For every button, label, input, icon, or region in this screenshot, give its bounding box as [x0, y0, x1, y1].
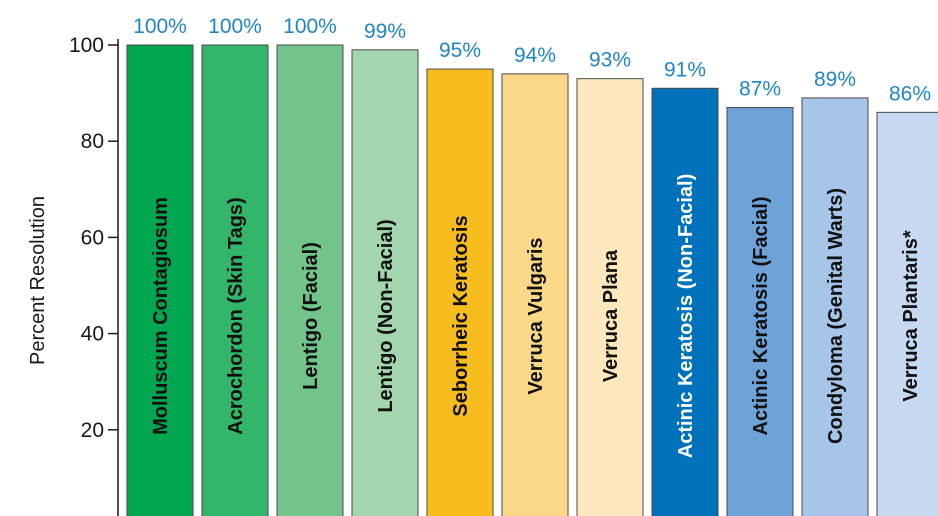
bar-value-label: 86%	[889, 82, 931, 105]
bar-category-label: Lentigo (Non-Facial)	[375, 219, 397, 412]
bar-category-label: Verruca Plana	[600, 249, 622, 382]
bar-value-label: 95%	[439, 39, 481, 62]
y-tick-label: 100	[69, 34, 104, 57]
bar-category-label: Verruca Vulgaris	[525, 237, 547, 394]
bar-value-label: 99%	[364, 20, 406, 43]
bar-value-label: 100%	[133, 15, 187, 38]
bar-category-label: Seborrheic Keratosis	[450, 215, 472, 416]
bar-value-label: 100%	[208, 15, 262, 38]
y-axis-label: Percent Resolution	[27, 196, 49, 365]
bar	[576, 78, 644, 516]
y-axis: 020406080100Percent Resolution	[27, 34, 119, 516]
bar	[276, 44, 344, 516]
bar	[351, 49, 419, 516]
bar-value-label: 94%	[514, 44, 556, 67]
value-labels: 100% 100% 100% 99% 95% 94% 93% 91% 87% 89% 86%	[133, 15, 931, 105]
bar	[201, 44, 269, 516]
bar-category-label: Condyloma (Genital Warts)	[825, 188, 847, 444]
bar	[876, 111, 938, 516]
y-tick-label: 40	[81, 323, 104, 346]
bar	[501, 73, 569, 516]
y-tick-label: 80	[81, 130, 104, 153]
bar	[126, 44, 194, 516]
bars: Molluscum Contagiosum Acrochordon (Skin T…	[126, 44, 938, 516]
bar-category-label: Molluscum Contagiosum	[150, 197, 172, 435]
y-tick-label: 20	[81, 419, 104, 442]
bar-category-label: Lentigo (Facial)	[300, 242, 322, 390]
y-tick-label: 60	[81, 226, 104, 249]
bar	[426, 68, 494, 516]
bar-category-label: Acrochordon (Skin Tags)	[225, 197, 247, 434]
bar-category-label: Actinic Keratosis (Non-Facial)	[675, 174, 697, 459]
bar	[726, 107, 794, 516]
bar-category-label: Actinic Keratosis (Facial)	[750, 197, 772, 436]
bar-value-label: 87%	[739, 78, 781, 101]
bar-value-label: 91%	[664, 58, 706, 81]
bar-value-label: 89%	[814, 68, 856, 91]
bar	[801, 97, 869, 516]
bar-value-label: 93%	[589, 49, 631, 72]
bar	[651, 87, 719, 516]
bar-value-label: 100%	[283, 15, 337, 38]
bar-category-label: Verruca Plantaris*	[900, 230, 922, 401]
